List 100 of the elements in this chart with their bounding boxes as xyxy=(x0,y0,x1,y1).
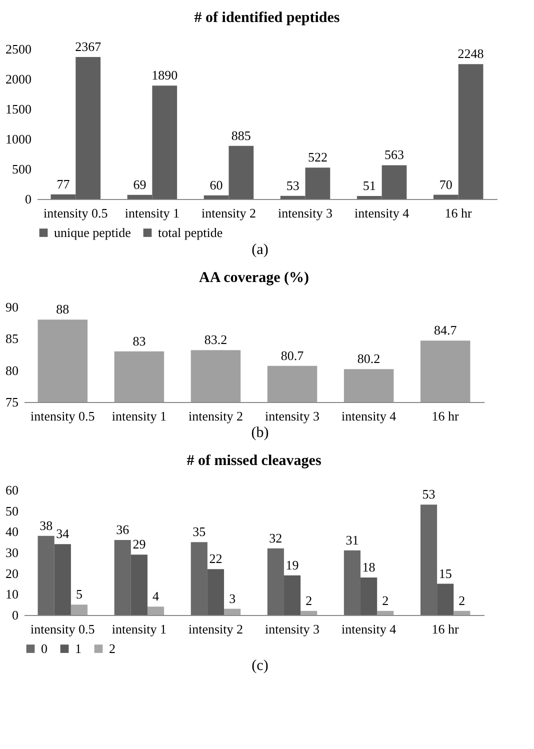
data-label: 34 xyxy=(56,526,70,542)
bar xyxy=(207,569,224,615)
data-label: 35 xyxy=(192,524,206,540)
y-tick-label: 40 xyxy=(6,524,18,540)
data-label: 18 xyxy=(362,560,376,574)
data-label: 51 xyxy=(362,178,376,193)
y-tick-label: 80 xyxy=(6,362,18,378)
data-label: 53 xyxy=(422,486,436,502)
data-label: 1890 xyxy=(152,68,178,83)
y-tick-label: 10 xyxy=(6,586,18,602)
y-tick-label: 2000 xyxy=(6,72,32,86)
data-label: 3 xyxy=(229,590,236,606)
y-tick-label: 20 xyxy=(6,566,18,581)
x-tick-label: intensity 2 xyxy=(188,408,243,424)
y-tick-label: 60 xyxy=(6,482,18,498)
text: (a) xyxy=(250,242,270,259)
x-tick-label: intensity 4 xyxy=(342,622,397,636)
y-tick-label: 85 xyxy=(6,331,18,346)
bar xyxy=(267,548,284,615)
data-label: 36 xyxy=(116,522,130,537)
data-label: 80.2 xyxy=(357,351,380,366)
data-label: 84.7 xyxy=(434,322,458,338)
data-label: 2248 xyxy=(458,46,484,62)
y-tick-label: 0 xyxy=(12,608,18,622)
bar xyxy=(284,575,301,615)
data-label: 29 xyxy=(132,536,146,552)
bar xyxy=(420,504,438,615)
data-label: 88 xyxy=(56,302,70,317)
bar xyxy=(454,610,470,615)
data-label: 22 xyxy=(209,551,222,566)
y-tick-label: 90 xyxy=(6,300,18,314)
bar xyxy=(437,584,454,615)
y-tick-label: 50 xyxy=(6,503,18,518)
x-tick-label: intensity 3 xyxy=(278,206,333,220)
legend-label: 2 xyxy=(109,640,116,656)
bar xyxy=(377,610,394,615)
data-label: 77 xyxy=(56,176,70,192)
text: (b) xyxy=(250,425,270,442)
bar xyxy=(54,544,71,615)
x-tick-label: 16 hr xyxy=(444,206,473,220)
x-tick-label: intensity 2 xyxy=(201,206,256,220)
x-tick-label: intensity 1 xyxy=(124,206,180,220)
bar xyxy=(130,554,148,615)
bar xyxy=(70,604,88,615)
data-label: 69 xyxy=(133,176,146,192)
x-tick-label: intensity 0.5 xyxy=(44,206,108,220)
data-label: 83 xyxy=(132,333,146,348)
chart-title: # of identified peptides xyxy=(194,10,340,26)
y-tick-label: 30 xyxy=(6,545,18,560)
data-label: 60 xyxy=(210,177,223,192)
data-label: 53 xyxy=(286,178,300,193)
data-label: 38 xyxy=(40,518,53,533)
data-label: 5 xyxy=(76,586,82,602)
legend-label: 1 xyxy=(75,640,82,656)
data-label: 2 xyxy=(306,592,312,608)
legend-label: total peptide xyxy=(158,224,223,240)
bar xyxy=(147,606,164,615)
x-tick-label: intensity 2 xyxy=(188,622,243,636)
data-label: 4 xyxy=(152,588,160,604)
data-label: 522 xyxy=(308,150,328,165)
data-label: 2367 xyxy=(75,38,102,54)
y-tick-label: 500 xyxy=(12,162,32,176)
data-label: 15 xyxy=(438,566,452,581)
x-tick-label: intensity 1 xyxy=(112,408,166,424)
x-tick-label: intensity 3 xyxy=(265,408,320,424)
y-tick-label: 0 xyxy=(25,192,32,206)
bar xyxy=(190,542,208,615)
x-tick-label: 16 hr xyxy=(432,408,460,424)
data-label: 32 xyxy=(269,530,282,546)
data-label: 19 xyxy=(286,557,299,572)
bar xyxy=(114,540,131,615)
bar xyxy=(300,610,318,615)
data-label: 885 xyxy=(231,128,251,143)
x-tick-label: intensity 4 xyxy=(342,408,397,424)
y-tick-label: 75 xyxy=(6,394,18,410)
data-label: 83.2 xyxy=(204,332,228,348)
x-tick-label: intensity 0.5 xyxy=(30,622,95,636)
data-label: 563 xyxy=(384,147,404,162)
y-tick-label: 2500 xyxy=(6,42,32,56)
bar xyxy=(344,550,361,615)
chart-title: AA coverage (%) xyxy=(199,270,309,286)
x-tick-label: intensity 4 xyxy=(354,206,410,220)
x-tick-label: intensity 0.5 xyxy=(30,408,95,424)
data-label: 80.7 xyxy=(280,348,304,363)
data-label: 31 xyxy=(346,532,359,548)
bar xyxy=(38,536,54,615)
y-tick-label: 1500 xyxy=(6,102,32,116)
text: (c) xyxy=(250,658,270,675)
bar xyxy=(224,608,241,615)
x-tick-label: 16 hr xyxy=(432,622,460,636)
y-tick-label: 1000 xyxy=(6,132,32,146)
data-label: 2 xyxy=(382,592,389,608)
bar xyxy=(360,578,378,615)
x-tick-label: intensity 3 xyxy=(265,622,320,636)
x-tick-label: intensity 1 xyxy=(112,622,166,636)
legend-label: 0 xyxy=(41,640,48,656)
legend-label: unique peptide xyxy=(54,224,132,240)
chart-title: # of missed cleavages xyxy=(186,453,322,469)
data-label: 70 xyxy=(439,176,452,192)
data-label: 2 xyxy=(458,592,466,608)
